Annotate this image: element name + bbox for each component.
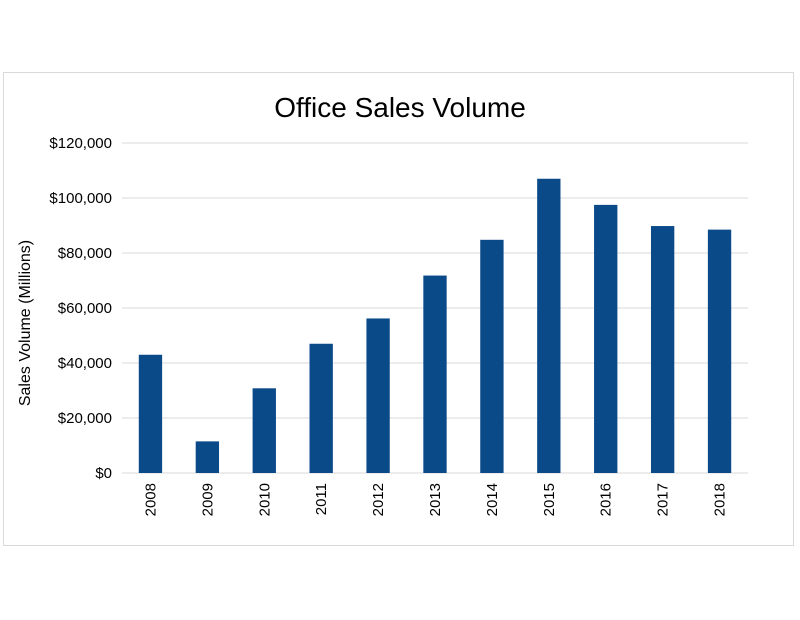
bar-2010	[252, 388, 276, 473]
x-tick-label: 2014	[484, 483, 501, 516]
bar-2015	[537, 178, 561, 473]
y-tick-label: $60,000	[58, 300, 112, 317]
y-axis-ticks: $0 $20,000 $40,000 $60,000 $80,000 $100,000 $1…	[49, 135, 112, 482]
x-tick-label: 2013	[427, 483, 444, 516]
x-axis-ticks: 2008 2009 2010 2011 2012 2013 2014 2015 2016 2017…	[142, 483, 728, 516]
bar-2009	[195, 441, 220, 473]
chart-title: Office Sales Volume	[274, 92, 526, 123]
y-tick-label: $0	[95, 465, 112, 482]
y-tick-label: $20,000	[58, 410, 112, 427]
bars	[138, 178, 732, 473]
x-tick-label: 2011	[313, 483, 330, 515]
x-tick-label: 2016	[598, 483, 615, 516]
bar-2018	[707, 229, 732, 473]
x-tick-label: 2010	[256, 483, 273, 516]
bar-2016	[594, 204, 618, 473]
y-axis-label: Sales Volume (Millions)	[17, 240, 34, 406]
x-tick-label: 2008	[142, 483, 159, 516]
y-tick-label: $120,000	[49, 135, 112, 152]
bar-2017	[650, 226, 675, 473]
chart-container: Office Sales Volume Sales Volume (Millio…	[3, 72, 794, 546]
y-tick-label: $40,000	[58, 355, 112, 372]
x-tick-label: 2009	[199, 483, 216, 516]
x-tick-label: 2017	[655, 483, 672, 516]
bar-2011	[309, 343, 333, 473]
x-tick-label: 2012	[370, 483, 387, 516]
bar-2014	[480, 239, 504, 473]
y-tick-label: $100,000	[49, 190, 112, 207]
bar-2008	[138, 354, 163, 473]
bar-2012	[366, 318, 390, 473]
y-tick-label: $80,000	[58, 245, 112, 262]
bar-2013	[423, 275, 447, 473]
x-tick-label: 2015	[541, 483, 558, 516]
x-tick-label: 2018	[712, 483, 729, 516]
chart-svg: Office Sales Volume Sales Volume (Millio…	[17, 92, 748, 516]
